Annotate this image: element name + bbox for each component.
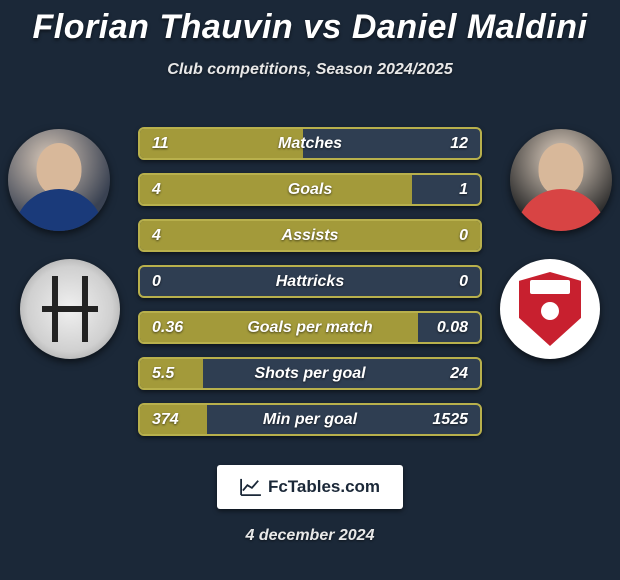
stat-value-left: 4 (152, 227, 161, 245)
club-left-crest (20, 259, 120, 359)
brand-badge: FcTables.com (217, 465, 403, 509)
stat-value-left: 374 (152, 411, 179, 429)
player-right-avatar (510, 129, 612, 231)
stat-label: Matches (278, 135, 342, 153)
stat-value-right: 12 (450, 135, 468, 153)
stat-bar-list: 11 Matches 12 4 Goals 1 4 Assists 0 0 Hattricks 0 0.… (138, 127, 482, 436)
stat-value-right: 0.08 (437, 319, 468, 337)
stat-label: Shots per goal (254, 365, 365, 383)
stat-bar: 4 Assists 0 (138, 219, 482, 252)
stat-bar: 5.5 Shots per goal 24 (138, 357, 482, 390)
chart-icon (240, 478, 262, 496)
stat-bar: 0 Hattricks 0 (138, 265, 482, 298)
stat-value-left: 5.5 (152, 365, 174, 383)
stat-label: Assists (282, 227, 339, 245)
page-subtitle: Club competitions, Season 2024/2025 (0, 61, 620, 79)
stat-bar-fill (140, 175, 412, 204)
stat-value-right: 0 (459, 273, 468, 291)
stat-bar: 11 Matches 12 (138, 127, 482, 160)
stat-value-left: 11 (152, 135, 169, 153)
page-title: Florian Thauvin vs Daniel Maldini (0, 0, 620, 47)
stat-value-right: 24 (450, 365, 468, 383)
stat-value-left: 4 (152, 181, 161, 199)
stat-label: Goals (288, 181, 332, 199)
stat-value-right: 0 (459, 227, 468, 245)
stat-value-right: 1525 (432, 411, 468, 429)
club-right-crest (500, 259, 600, 359)
stat-value-right: 1 (459, 181, 468, 199)
player-left-avatar (8, 129, 110, 231)
stat-value-left: 0 (152, 273, 161, 291)
stat-label: Min per goal (263, 411, 357, 429)
stat-label: Hattricks (276, 273, 344, 291)
footer-date: 4 december 2024 (0, 527, 620, 545)
stat-bar: 4 Goals 1 (138, 173, 482, 206)
comparison-panel: 11 Matches 12 4 Goals 1 4 Assists 0 0 Hattricks 0 0.… (0, 107, 620, 437)
stat-label: Goals per match (247, 319, 372, 337)
stat-bar: 374 Min per goal 1525 (138, 403, 482, 436)
brand-text: FcTables.com (268, 477, 380, 497)
stat-bar: 0.36 Goals per match 0.08 (138, 311, 482, 344)
stat-value-left: 0.36 (152, 319, 183, 337)
